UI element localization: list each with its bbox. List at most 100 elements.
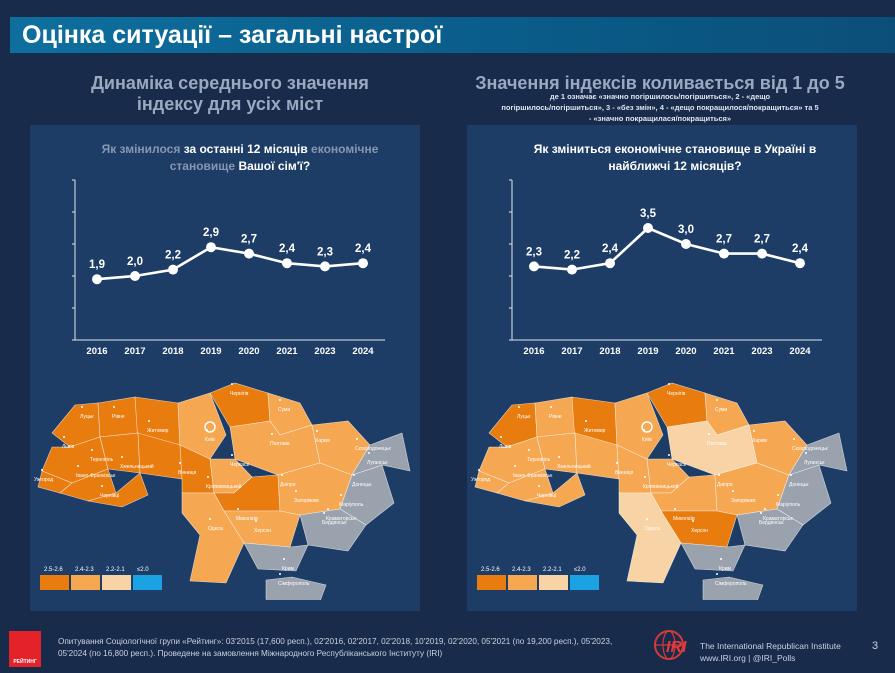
right-chart-point	[757, 248, 767, 259]
left-chart-point	[130, 271, 140, 281]
left-chart-point	[206, 242, 216, 253]
left-map-city-dot	[295, 490, 297, 492]
right-note-line3: - «значно покращилася/покращиться»	[588, 114, 732, 123]
right-map-city-label-kropyvnytskyi: Кропивницький	[643, 483, 679, 490]
right-note-line2: погіршилось/погіршиться», 3 - «без змін»…	[501, 103, 819, 112]
left-question-part1: Як змінилося	[101, 142, 184, 156]
right-map-city-dot	[550, 406, 552, 408]
left-map-city-label-uzhhorod: Ужгород	[34, 477, 53, 483]
left-chart-point	[244, 248, 254, 259]
iri-name: The International Republican Institute	[700, 641, 841, 651]
right-map-city-dot	[538, 485, 540, 487]
right-chart-data-label: 2,7	[754, 234, 770, 246]
right-chart-x-tick-label: 2023	[751, 346, 772, 357]
right-chart-point	[605, 258, 615, 269]
left-map-city-label-ternopil: Тернопіль	[90, 457, 114, 463]
right-map-legend-swatch	[508, 575, 537, 590]
right-map-city-label-kramatorsk: Краматорськ	[763, 516, 793, 522]
left-chart-data-label: 2,4	[279, 243, 296, 255]
right-chart-x-tick-label: 2024	[789, 346, 811, 357]
left-map-city-dot	[207, 476, 209, 478]
right-map-city-dot	[668, 383, 670, 385]
right-map-city-dot	[500, 436, 502, 438]
right-map-city-label-mykolaiv: Миколаїв	[673, 516, 695, 522]
right-map-city-label-khmelnytskyi: Хмельницький	[557, 463, 591, 470]
right-map-legend-label: 2.4-2.3	[512, 567, 531, 573]
title-bar: Оцінка ситуації – загальні настрої	[10, 17, 895, 53]
right-map-city-dot	[716, 399, 718, 401]
right-map-region-chernv	[524, 472, 586, 508]
left-question-part2: за останні 12 місяців	[183, 142, 308, 156]
left-map-legend-label: 2.2-2.1	[106, 567, 125, 573]
left-map-city-label-luhansk: Луганськ	[367, 460, 388, 466]
right-chart-data-label: 3,0	[678, 224, 694, 236]
left-chart-data-label: 2,0	[127, 256, 143, 268]
left-map-city-label-kharkiv: Харків	[315, 438, 330, 444]
left-map-city-label-dnipro: Дніпро	[280, 482, 296, 488]
left-chart-point	[168, 264, 178, 275]
left-map-regions	[37, 382, 411, 600]
right-map-city-dot	[720, 558, 722, 560]
left-map-city-dot	[179, 462, 181, 464]
iri-org-text: The International Republican Institute w…	[700, 640, 841, 664]
right-chart-point	[567, 264, 577, 275]
left-map-city-label-kyiv: Київ	[205, 437, 215, 443]
right-heading: Значення індексів коливається від 1 до 5	[475, 73, 845, 93]
left-ukraine-map: Луцьк Рівне Житомир Чернігів Суми Київ Полтава…	[34, 382, 411, 600]
footer-line2: 05'2024 (по 16,800 респ.). Проведене на …	[58, 649, 443, 658]
right-question-line1: Як зміниться економічне становище в Укра…	[533, 142, 817, 156]
right-map-legend-label: ≤2.0	[574, 567, 586, 573]
right-map-city-dot	[764, 508, 766, 510]
left-map-city-dot	[91, 449, 93, 451]
left-map-region-crimea	[265, 576, 327, 600]
left-map-city-label-donetsk: Донецьк	[352, 482, 372, 488]
right-map-kyiv-city-outline	[641, 421, 653, 433]
right-map-city-dot	[805, 452, 807, 454]
left-chart-point	[282, 258, 292, 269]
left-chart-x-tick-label: 2023	[314, 346, 335, 357]
right-map-region-zapor	[736, 508, 804, 552]
right-chart-x-tick-label: 2016	[523, 346, 544, 357]
right-map-city-label-kyiv: Київ	[642, 437, 652, 443]
left-map-city-label-chernihiv: Чернігів	[230, 391, 249, 397]
right-map-regions	[474, 382, 848, 600]
left-map-city-label-kramatorsk: Краматорськ	[326, 516, 356, 522]
right-map-city-dot	[646, 518, 648, 520]
right-scale-note: де 1 означає «значно погіршилось/погірши…	[468, 91, 852, 124]
left-map-region-kherson	[243, 542, 309, 572]
rating-logo-text: РЕЙТИНГ	[13, 659, 37, 665]
left-map-city-dot	[113, 406, 115, 408]
right-chart-data-label: 2,2	[564, 250, 580, 262]
right-map-region-kyivobl	[614, 392, 664, 460]
left-chart-data-label: 2,7	[241, 234, 257, 246]
left-chart-data-label: 2,2	[165, 250, 181, 262]
left-map-city-dot	[63, 436, 65, 438]
page-number: 3	[872, 640, 879, 652]
right-chart-point	[719, 248, 729, 259]
left-question-part4: становище	[169, 159, 239, 173]
left-map-city-label-ivano_frankivsk: Івано-Франківськ	[76, 473, 116, 479]
right-map-city-label-simferopol: Сімферополь	[715, 581, 747, 587]
right-map-legend-swatch	[570, 575, 599, 590]
right-map-city-dot	[478, 469, 480, 471]
right-map-city-label-donetsk: Донецьк	[789, 482, 809, 488]
left-map-city-dot	[121, 456, 123, 458]
left-map-city-dot	[279, 399, 281, 401]
right-map-city-dot	[790, 474, 792, 476]
footer-source-note: Опитування Соціологічної групи «Рейтинг»…	[58, 636, 618, 660]
left-map-city-dot	[340, 494, 342, 496]
right-map-city-label-poltava: Полтава	[707, 441, 727, 447]
left-heading-line2: індексу для усіх міст	[136, 94, 324, 114]
right-chart-data-label: 2,7	[716, 234, 732, 246]
left-map-legend-swatch	[102, 575, 131, 590]
left-chart-x-tick-label: 2021	[276, 346, 298, 357]
right-map-city-dot	[674, 508, 676, 510]
left-map-legend-label: ≤2.0	[137, 567, 149, 573]
left-chart-data-label: 2,9	[203, 227, 219, 239]
left-question-part3: економічне	[307, 142, 379, 156]
right-map-legend-label: 2.5-2.6	[481, 567, 500, 573]
right-map-city-dot	[585, 420, 587, 422]
slide-title: Оцінка ситуації – загальні настрої	[22, 21, 443, 49]
left-map-city-label-sumy: Суми	[278, 407, 290, 413]
left-map-legend-swatch	[40, 575, 69, 590]
